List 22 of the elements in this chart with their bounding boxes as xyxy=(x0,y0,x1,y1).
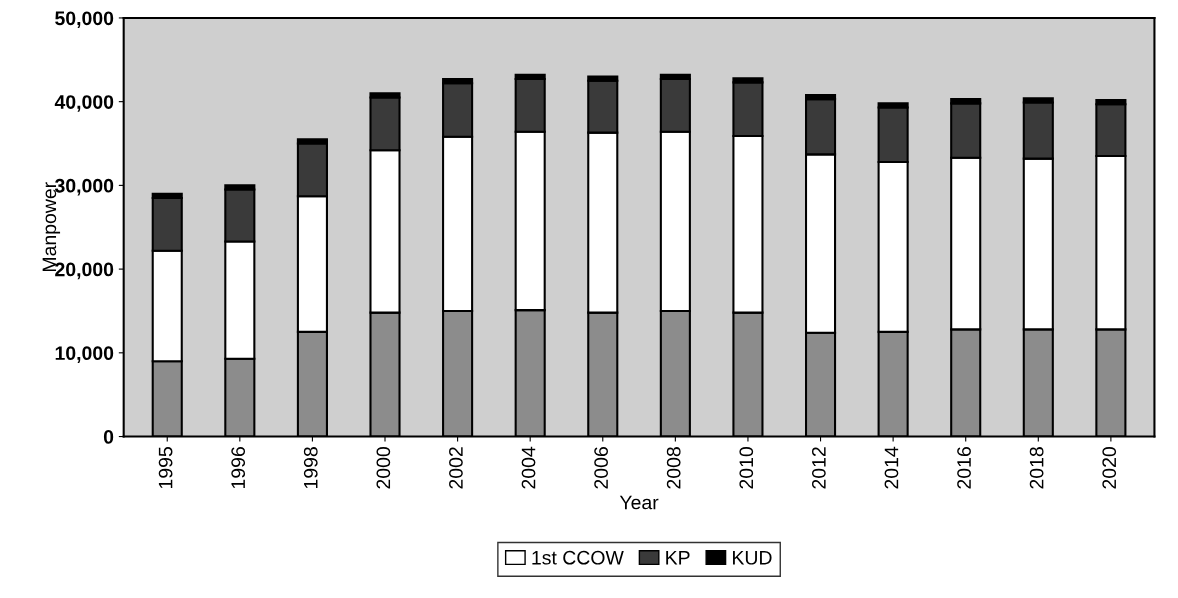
x-tick-label: 2002 xyxy=(449,447,463,489)
y-tick-label: 10,000 xyxy=(55,346,114,363)
x-tick-label: 2004 xyxy=(521,446,536,489)
y-tick-label: 0 xyxy=(103,430,114,444)
x-tick-label: 2008 xyxy=(666,447,681,489)
x-axis-title: Year xyxy=(619,495,659,510)
legend-label: KUD xyxy=(733,551,772,565)
legend-label: KP xyxy=(666,551,690,565)
x-tick-label: 2020 xyxy=(1102,447,1117,489)
x-tick-label: 2012 xyxy=(811,447,826,489)
x-tick-label: 2010 xyxy=(739,447,754,489)
y-tick-label: 50,000 xyxy=(55,11,114,28)
x-tick-label: 2018 xyxy=(1029,447,1044,489)
legend-label: 1st CCOW xyxy=(532,550,624,565)
x-tick-label: 1998 xyxy=(303,447,318,489)
x-tick-label: 1995 xyxy=(158,447,173,489)
x-tick-label: 1996 xyxy=(231,447,246,489)
x-tick-label: 2014 xyxy=(884,446,899,489)
x-tick-label: 2016 xyxy=(957,447,971,489)
y-tick-label: 40,000 xyxy=(54,95,114,112)
x-tick-label: 2000 xyxy=(376,447,391,489)
x-tick-label: 2006 xyxy=(594,447,608,489)
